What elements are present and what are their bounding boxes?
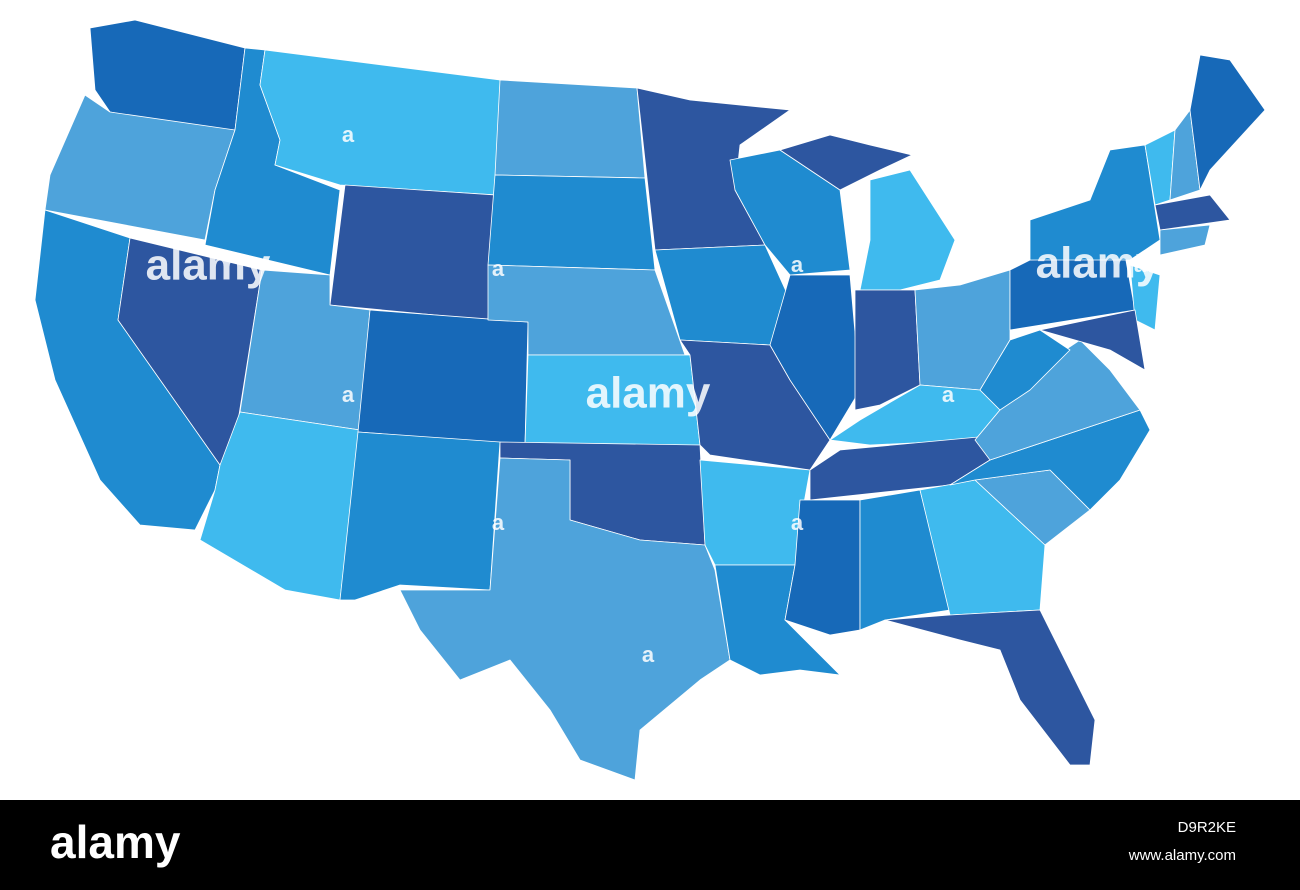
- watermark: alamy: [1036, 239, 1161, 288]
- state: [44, 94, 236, 241]
- watermark-mark: a: [942, 382, 955, 407]
- image-id: D9R2KE: [1178, 819, 1236, 836]
- state: [779, 134, 913, 191]
- watermark-mark: a: [791, 510, 804, 535]
- state: [329, 184, 496, 321]
- footer-bar: [0, 800, 1300, 890]
- state: [494, 79, 646, 179]
- state: [979, 329, 1071, 411]
- state: [859, 489, 951, 631]
- footer-url: www.alamy.com: [1128, 847, 1236, 864]
- state: [357, 309, 529, 446]
- state: [487, 174, 656, 271]
- state: [884, 609, 1096, 766]
- watermark-mark: a: [492, 510, 505, 535]
- state: [854, 289, 921, 411]
- state: [1189, 54, 1266, 191]
- state: [859, 169, 956, 291]
- state: [399, 457, 731, 781]
- state: [1029, 144, 1161, 261]
- states: [34, 19, 1266, 781]
- watermark: alamy: [146, 241, 271, 290]
- watermark-mark: a: [1134, 252, 1147, 277]
- watermark-mark: a: [791, 252, 804, 277]
- state: [339, 431, 501, 601]
- watermark-mark: a: [492, 256, 505, 281]
- state: [1039, 309, 1146, 371]
- footer-brand: alamy: [50, 816, 181, 868]
- watermark: alamy: [586, 369, 711, 418]
- state: [1129, 264, 1161, 331]
- watermark-mark: a: [642, 642, 655, 667]
- state: [1154, 194, 1231, 231]
- state: [1009, 254, 1136, 331]
- state: [1159, 224, 1211, 256]
- watermark-mark: a: [342, 382, 355, 407]
- watermark-mark: a: [342, 122, 355, 147]
